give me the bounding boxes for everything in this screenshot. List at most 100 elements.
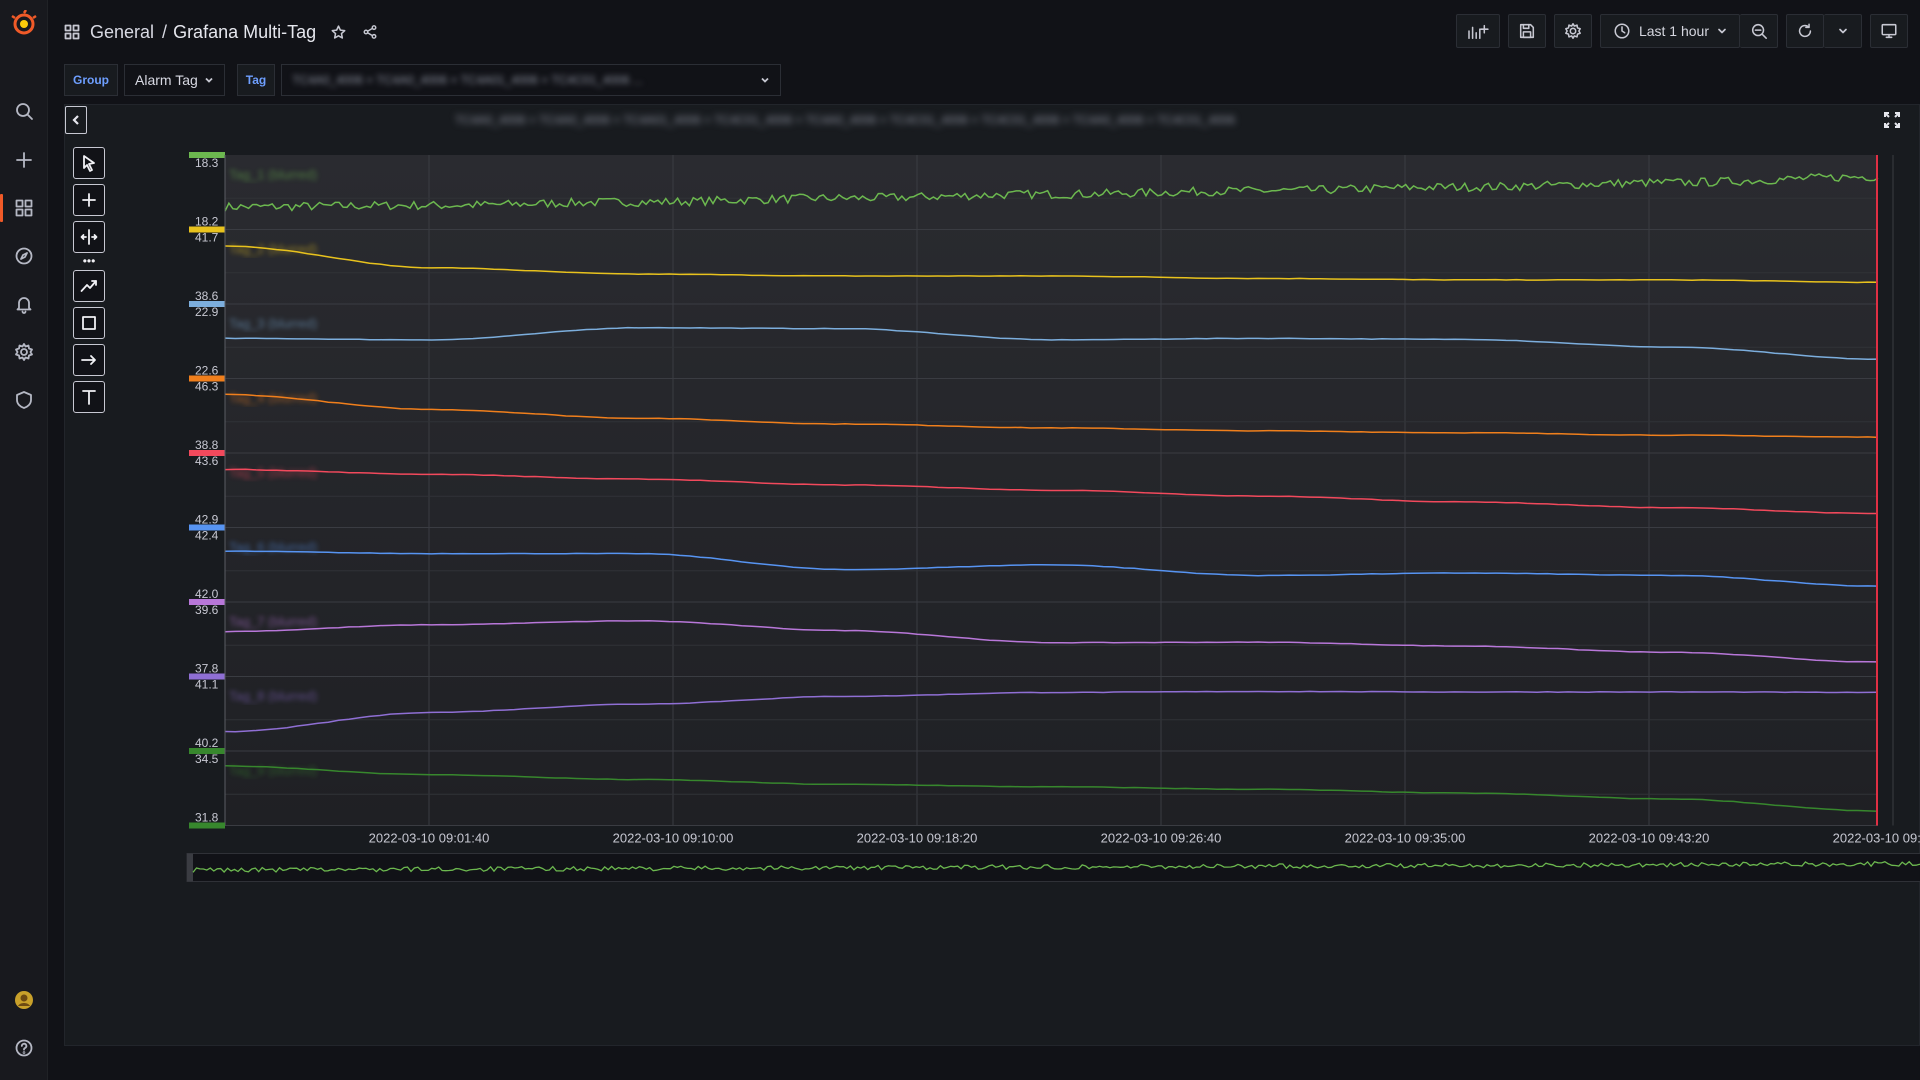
- refresh-button[interactable]: [1786, 14, 1824, 48]
- y-axis-min-label: 42.9: [195, 513, 219, 527]
- series-line: [224, 468, 1878, 515]
- series-color-marker: [189, 226, 225, 233]
- y-axis-min-label: 31.8: [195, 811, 219, 825]
- rectangle-tool[interactable]: [73, 307, 105, 339]
- tag-variable-select[interactable]: TC4A0_4006 + TC4A0_4006 + TC4A01_4006 + …: [281, 64, 782, 96]
- breadcrumb: General / Grafana Multi-Tag: [64, 22, 380, 43]
- search-icon[interactable]: [0, 91, 48, 131]
- group-variable-select[interactable]: Alarm Tag: [124, 64, 225, 96]
- annotation-toolbar: •••: [73, 147, 105, 418]
- y-axis-max-label: 39.6: [195, 603, 219, 617]
- series-color-marker: [189, 822, 225, 829]
- chevron-left-icon: [72, 115, 79, 125]
- rectangle-icon: [82, 316, 96, 330]
- y-axis-max-label: 42.4: [195, 529, 219, 543]
- y-axis-min-label: 22.6: [195, 364, 219, 378]
- group-variable-value: Alarm Tag: [135, 72, 198, 88]
- series-line: [224, 620, 1879, 663]
- series-color-marker: [189, 152, 225, 158]
- time-picker-group: Last 1 hour: [1599, 14, 1778, 48]
- tag-variable-label: Tag: [236, 64, 276, 96]
- save-dashboard-button[interactable]: [1507, 14, 1546, 48]
- arrow-tool[interactable]: [73, 344, 105, 376]
- y-axis-min-label: 18.2: [195, 215, 219, 229]
- series-legend-label: Tag_1 (blurred): [229, 167, 317, 182]
- chevron-down-icon: [205, 77, 213, 83]
- collapse-toolbar-button[interactable]: [65, 106, 87, 134]
- series-line: [224, 173, 1879, 212]
- range-navigator: [186, 853, 1920, 882]
- add-panel-button[interactable]: [1455, 14, 1500, 48]
- shield-icon[interactable]: [0, 380, 48, 420]
- series-line: [224, 690, 1879, 733]
- template-variables: Group Alarm Tag Tag TC4A0_4006 + TC4A0_4…: [64, 64, 782, 96]
- refresh-interval-dropdown[interactable]: [1824, 14, 1862, 48]
- tv-mode-button[interactable]: [1870, 14, 1908, 48]
- more-tools-icon[interactable]: •••: [82, 254, 96, 268]
- y-axis-min-label: 37.8: [195, 662, 219, 676]
- x-tick-label: 2022-03-10 09:51:40: [1833, 831, 1920, 846]
- series-line: [224, 765, 1879, 812]
- text-icon: [82, 390, 96, 405]
- y-axis-max-label: 41.7: [195, 231, 219, 245]
- navigator-handle: [187, 853, 193, 882]
- share-icon[interactable]: [360, 22, 380, 42]
- pointer-tool[interactable]: [73, 147, 105, 179]
- multi-series-chart[interactable]: 18.3 18.2 Tag_1 (blurred) 41.7 38.6 Tag_2 (bl…: [123, 150, 1920, 1050]
- breadcrumb-folder[interactable]: General: [90, 21, 155, 42]
- zoom-out-button[interactable]: [1740, 14, 1778, 48]
- chevron-down-icon: [1838, 28, 1847, 34]
- series-color-marker: [189, 673, 225, 680]
- series-legend-label: Tag_5 (blurred): [229, 465, 317, 480]
- series-color-marker: [189, 301, 225, 307]
- series-legend-label: Tag_4 (blurred): [229, 391, 317, 406]
- bell-icon[interactable]: [0, 284, 48, 324]
- series-line: [224, 245, 1879, 284]
- series-color-marker: [189, 748, 225, 754]
- add-tool[interactable]: [73, 184, 105, 216]
- trend-line-tool[interactable]: [73, 270, 105, 302]
- group-variable-label: Group: [64, 64, 118, 96]
- y-axis-min-label: 42.0: [195, 587, 219, 601]
- plus-icon: [82, 193, 96, 207]
- dashboard-title[interactable]: Grafana Multi-Tag: [173, 21, 317, 42]
- chevron-down-icon: [761, 77, 769, 83]
- dashboards-icon[interactable]: [0, 188, 48, 228]
- explore-icon[interactable]: [0, 236, 48, 276]
- avatar[interactable]: [0, 980, 48, 1020]
- pan-tool[interactable]: [73, 221, 105, 253]
- series-legend-label: Tag_9 (blurred): [229, 763, 317, 778]
- plus-icon[interactable]: [0, 140, 48, 180]
- fullscreen-button[interactable]: [1881, 109, 1903, 131]
- time-range-picker[interactable]: Last 1 hour: [1599, 14, 1740, 48]
- y-axis-max-label: 22.9: [195, 305, 219, 319]
- y-axis-min-label: 40.2: [195, 736, 219, 750]
- panel-tag-list: TC4A0_4006 + TC4A0_4006 + TC4A01_4006 + …: [455, 113, 1236, 127]
- dashboard-grid-icon: [64, 24, 80, 40]
- y-axis-max-label: 18.3: [195, 156, 219, 170]
- y-axis-max-label: 46.3: [195, 380, 219, 394]
- text-tool[interactable]: [73, 381, 105, 413]
- refresh-icon: [1798, 23, 1812, 38]
- series-line: [224, 326, 1879, 360]
- y-axis-max-label: 41.1: [195, 678, 219, 692]
- breadcrumb-separator: /: [162, 21, 168, 42]
- series-color-marker: [189, 375, 225, 382]
- y-axis-min-label: 38.6: [195, 289, 219, 303]
- time-range-label: Last 1 hour: [1638, 23, 1709, 39]
- series-legend-label: Tag_7 (blurred): [229, 614, 317, 629]
- dashboard-settings-button[interactable]: [1553, 14, 1592, 48]
- x-tick-label: 2022-03-10 09:26:40: [1101, 831, 1222, 846]
- y-axis-min-label: 38.8: [195, 438, 219, 452]
- series-line: [224, 550, 1879, 587]
- series-color-marker: [189, 524, 225, 531]
- help-icon[interactable]: [0, 1028, 48, 1068]
- trend-line-icon: [80, 280, 97, 292]
- star-icon[interactable]: [328, 22, 348, 42]
- series-legend-label: Tag_3 (blurred): [229, 316, 317, 331]
- gear-icon[interactable]: [0, 332, 48, 372]
- y-axis-max-label: 34.5: [195, 752, 219, 766]
- grafana-logo-icon[interactable]: [10, 9, 38, 38]
